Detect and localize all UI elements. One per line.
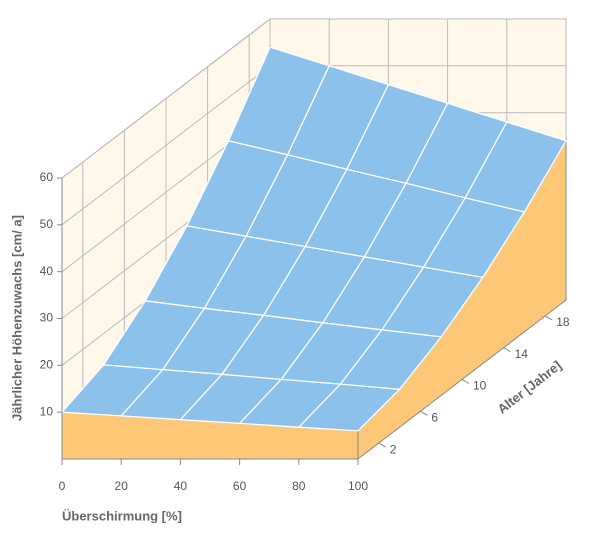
x-axis-label: Überschirmung [%] xyxy=(62,508,182,523)
x-tick-label: 100 xyxy=(348,479,368,493)
surface-row-line xyxy=(145,300,442,338)
z-tick-label: 50 xyxy=(40,217,54,231)
surface-row-line xyxy=(228,140,525,213)
surface-col-line xyxy=(298,121,508,428)
surface-row-line xyxy=(61,411,359,432)
surface-col-line xyxy=(239,103,449,424)
tick xyxy=(544,315,553,321)
tick xyxy=(420,410,428,416)
x-tick-label: 40 xyxy=(174,479,188,493)
x-tick-label: 60 xyxy=(233,479,247,493)
x-tick-label: 0 xyxy=(59,479,66,493)
surface-row-line xyxy=(186,225,483,279)
surface-col-line xyxy=(61,46,271,413)
z-tick-label: 20 xyxy=(40,358,54,372)
surface-col-line xyxy=(179,84,389,421)
x-tick-label: 80 xyxy=(292,479,306,493)
tick xyxy=(503,347,511,353)
surface-row-line xyxy=(103,364,400,390)
z-tick-label: 30 xyxy=(40,311,54,325)
y-axis-label: Alter [Jahre] xyxy=(495,358,565,417)
tick xyxy=(378,442,387,448)
y-tick-label: 10 xyxy=(473,379,487,393)
y-tick-label: 18 xyxy=(556,315,570,329)
z-axis-label: Jährlicher Höhenzuwachs [cm/ a] xyxy=(9,215,24,421)
z-tick-label: 40 xyxy=(40,264,54,278)
y-tick-label: 14 xyxy=(515,347,529,361)
y-tick-label: 2 xyxy=(390,442,397,456)
y-tick-label: 6 xyxy=(431,410,438,424)
z-tick-label: 60 xyxy=(40,170,54,184)
tick xyxy=(461,379,470,384)
surface-col-line xyxy=(357,140,567,432)
z-tick-label: 10 xyxy=(40,404,54,418)
surface-col-line xyxy=(120,65,330,417)
surface-row-line xyxy=(269,46,567,142)
x-tick-label: 20 xyxy=(115,479,129,493)
